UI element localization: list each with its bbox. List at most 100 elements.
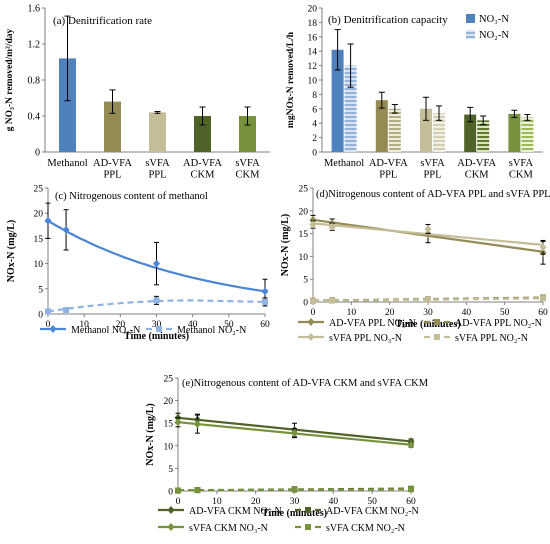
e-legend-marker <box>305 524 311 530</box>
e-data-point <box>175 487 181 494</box>
d-data-point <box>425 296 431 303</box>
b-y-tick-label: 8 <box>312 91 317 101</box>
b-bar-no3 <box>420 108 432 152</box>
c-legend-label: Methanol NO₃-N <box>71 325 140 336</box>
d-x-tick-label: 20 <box>385 308 395 318</box>
d-chart-title: (d)Nitrogenous content of AD-VFA PPL and… <box>316 189 550 200</box>
e-y-tick-label: 25 <box>164 375 174 385</box>
c-data-point <box>153 297 160 304</box>
d-legend-marker <box>307 318 315 326</box>
e-x-tick-label: 0 <box>176 497 181 507</box>
e-x-tick-label: 20 <box>251 497 261 507</box>
b-bar-no2 <box>433 113 445 152</box>
c-data-point <box>262 298 268 305</box>
b-bar-no3 <box>508 113 521 152</box>
e-legend-marker <box>305 507 311 513</box>
b-category-label: sVFA PPL <box>420 158 445 181</box>
b-bar-no3 <box>331 49 344 153</box>
c-x-tick-label: 30 <box>152 320 162 330</box>
b-y-tick-label: 16 <box>308 33 318 43</box>
e-legend-marker <box>167 506 175 514</box>
a-bar <box>239 116 256 152</box>
c-series-line <box>47 299 266 313</box>
c-data-point <box>261 287 269 296</box>
d-y-tick-label: 0 <box>303 299 308 309</box>
c-data-point <box>44 216 52 225</box>
c-data-point <box>153 259 160 268</box>
a-category-label: AD-VFA CKM <box>183 158 222 181</box>
b-y-tick-label: 0 <box>312 149 317 159</box>
a-category-label: AD-VFA PPL <box>93 158 132 181</box>
b-category-label: AD-VFA CKM <box>457 158 496 181</box>
c-legend-marker <box>156 326 162 332</box>
c-data-point <box>63 306 70 313</box>
d-x-tick-label: 50 <box>500 308 510 318</box>
d-data-point <box>309 215 317 224</box>
a-y-axis-label: g NO₃-N removed/m²/day <box>5 28 15 131</box>
d-y-tick-label: 10 <box>299 253 309 263</box>
c-data-point <box>62 225 70 234</box>
b-y-tick-label: 6 <box>312 105 317 115</box>
d-x-tick-label: 30 <box>423 308 433 318</box>
a-bar <box>104 101 121 152</box>
e-x-tick-label: 60 <box>406 497 416 507</box>
c-y-tick-label: 10 <box>34 260 44 270</box>
b-y-axis-label: mgNOx-N removed/L/h <box>286 31 296 128</box>
d-data-point <box>424 225 432 234</box>
b-y-tick-label: 14 <box>308 48 318 58</box>
d-data-point <box>539 243 547 252</box>
c-chart-title: (c) Nitrogenous content of methanol <box>55 191 208 202</box>
d-legend-label: AD-VFA PPL NO₂-N <box>455 318 542 329</box>
c-x-axis-label: Time (minutes) <box>124 331 189 342</box>
a-bar <box>149 112 166 152</box>
d-y-axis-label: NOx-N (mg/L) <box>280 214 291 277</box>
c-y-tick-label: 25 <box>34 185 44 195</box>
a-category-label: sVFA PPL <box>145 158 170 181</box>
b-y-tick-label: 20 <box>308 5 318 15</box>
d-x-tick-label: 40 <box>462 308 472 318</box>
b-y-tick-label: 2 <box>312 134 317 144</box>
e-y-tick-label: 5 <box>168 465 173 475</box>
d-x-tick-label: 10 <box>347 308 357 318</box>
a-y-tick-label: 1.6 <box>28 4 41 15</box>
a-bar <box>59 58 76 152</box>
b-y-tick-label: 4 <box>312 120 317 130</box>
d-data-point <box>310 298 316 305</box>
c-x-tick-label: 50 <box>224 320 234 330</box>
d-data-point <box>309 220 317 229</box>
e-data-point <box>408 486 414 493</box>
c-y-axis-label: NOx-N (mg/L) <box>6 220 17 283</box>
e-x-axis-label: Time (minutes) <box>262 508 327 519</box>
c-y-tick-label: 5 <box>38 285 43 295</box>
c-x-tick-label: 0 <box>46 320 51 330</box>
e-x-tick-label: 10 <box>212 497 222 507</box>
e-data-point <box>194 487 201 494</box>
a-category-label: sVFA CKM <box>235 158 260 181</box>
e-y-tick-label: 10 <box>164 442 174 452</box>
b-legend-label-no3: NO₃-N <box>479 14 509 25</box>
b-legend-label-no2: NO₂-N <box>479 30 509 41</box>
b-y-tick-label: 12 <box>308 62 318 72</box>
e-legend-label: sVFA CKM NO₂-N <box>326 523 405 534</box>
c-x-tick-label: 10 <box>79 320 89 330</box>
e-x-tick-label: 40 <box>329 497 339 507</box>
e-legend-label: sVFA CKM NO₃-N <box>189 523 268 534</box>
d-data-point <box>328 222 336 231</box>
b-bar-no2 <box>388 108 401 152</box>
b-y-tick-label: 10 <box>308 77 318 87</box>
d-legend-label: sVFA PPL NO₃-N <box>329 333 402 344</box>
e-data-point <box>407 440 415 449</box>
b-bar-no3 <box>464 114 477 152</box>
e-legend-marker <box>167 523 175 531</box>
b-bar-no3 <box>375 100 388 152</box>
d-y-tick-label: 5 <box>303 276 308 286</box>
d-series-line <box>312 222 544 246</box>
b-category-label: AD-VFA PPL <box>369 158 408 181</box>
a-y-tick-label: 0.8 <box>28 76 41 87</box>
b-bar-no2 <box>521 117 534 152</box>
e-y-tick-label: 15 <box>164 420 174 430</box>
d-legend-marker <box>434 334 440 340</box>
e-y-tick-label: 20 <box>164 397 174 407</box>
d-data-point <box>540 295 546 302</box>
